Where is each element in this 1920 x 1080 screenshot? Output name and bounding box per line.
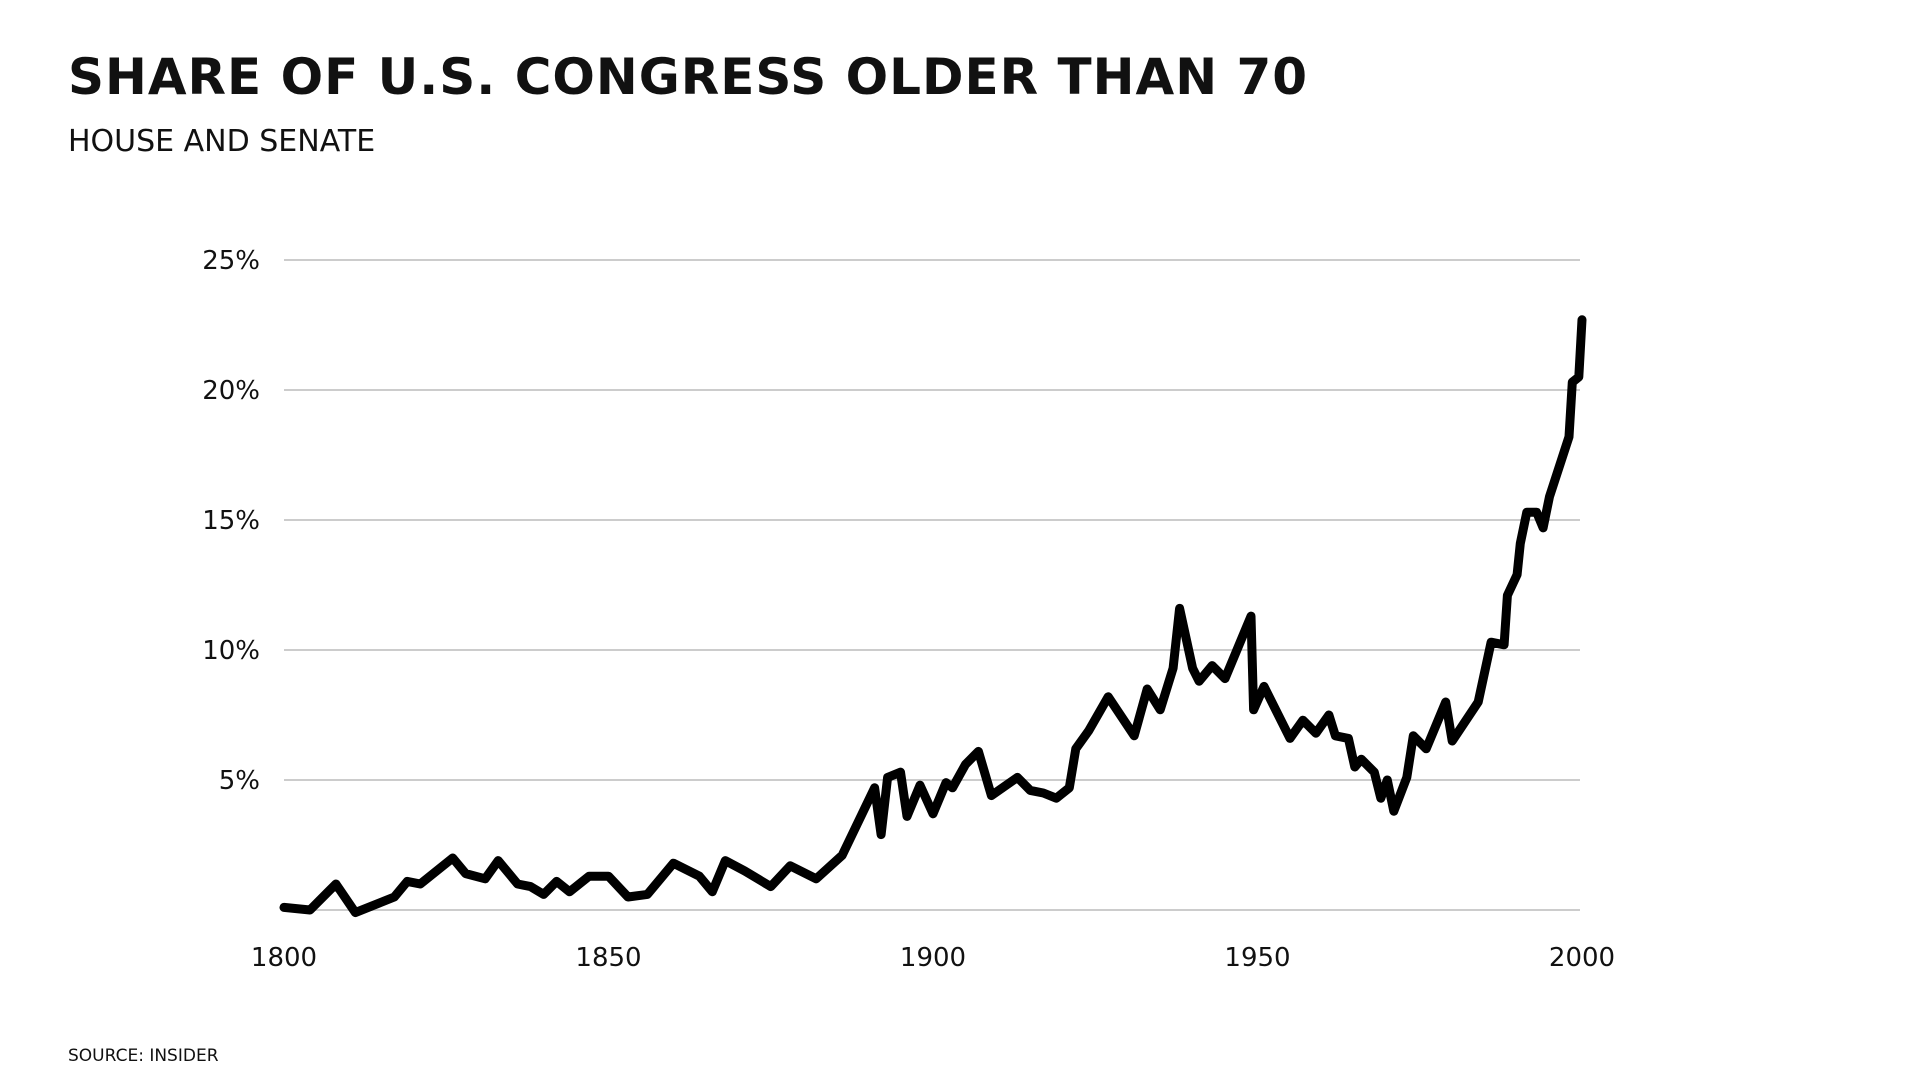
y-tick-label: 15% (202, 506, 260, 536)
series-layer (279, 315, 1587, 918)
y-tick-label: 25% (202, 246, 260, 276)
x-tick-label: 1800 (251, 943, 317, 973)
y-tick-label: 5% (219, 766, 260, 796)
y-tick-label: 10% (202, 636, 260, 666)
chart-title: Share of U.S. Congress older than 70 (68, 48, 1309, 106)
x-tick-label: 2000 (1549, 943, 1615, 973)
x-tick-label: 1900 (900, 943, 966, 973)
source-note: Source: Insider (68, 1046, 219, 1066)
x-axis-tick-labels: 1800 1850 1900 1950 2000 (251, 943, 1615, 973)
series-line (279, 315, 1587, 918)
y-axis-tick-labels: 5% 10% 15% 20% 25% (202, 246, 260, 796)
x-tick-label: 1950 (1224, 943, 1290, 973)
x-tick-label: 1850 (575, 943, 641, 973)
grid-lines (284, 259, 1580, 911)
chart-subtitle: House and Senate (68, 124, 376, 159)
y-tick-label: 20% (202, 376, 260, 406)
